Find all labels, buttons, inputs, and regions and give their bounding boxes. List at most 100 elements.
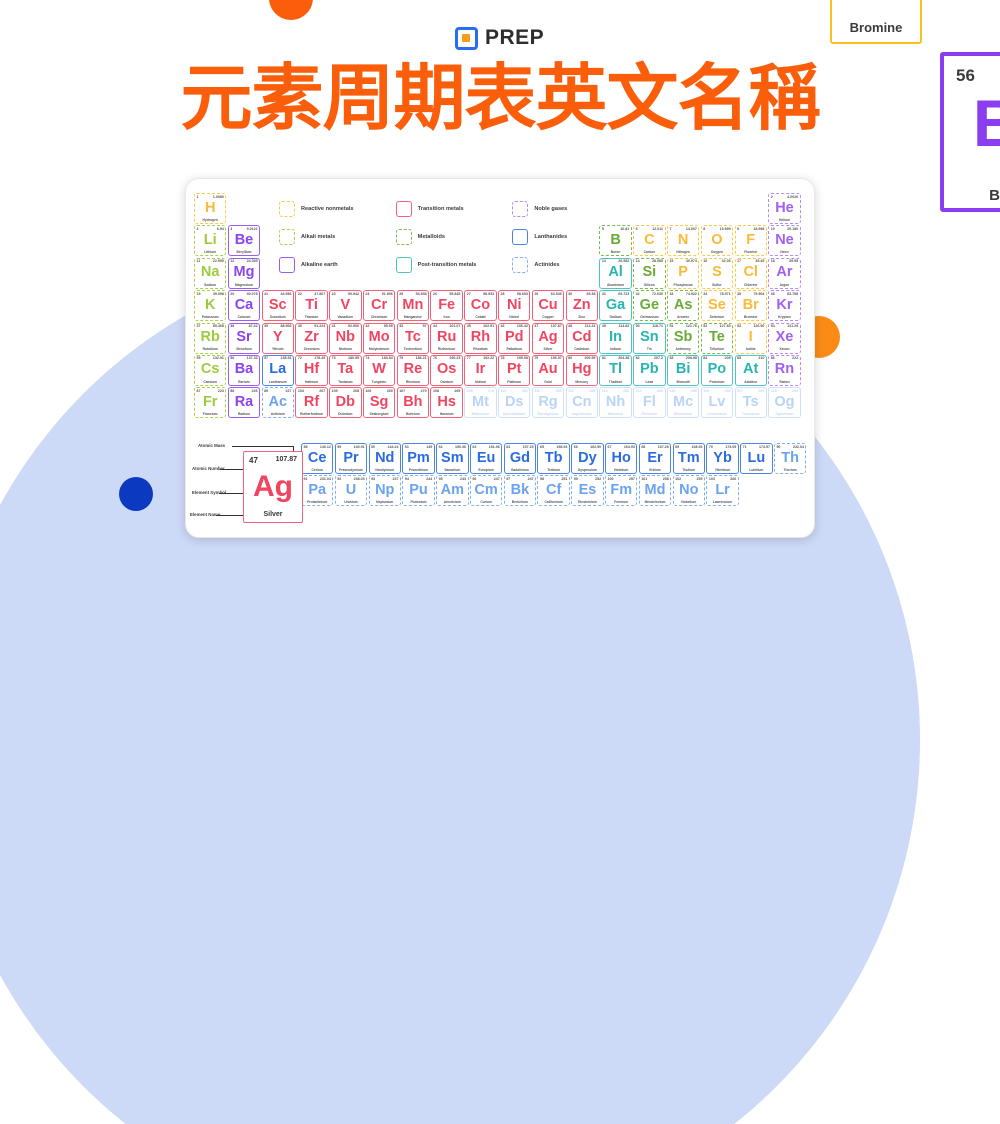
element-cell-ts[interactable]: 117 294 Ts Tennessine [734,387,767,419]
element-cell-fe[interactable]: 26 55.845 Fe Iron [430,290,463,322]
element-cell-v[interactable]: 23 50.942 V Vanadium [329,290,362,322]
element-cell-np[interactable]: 93 237 Np Neptunium [368,475,401,507]
element-cell-cf[interactable]: 98 251 Cf Californium [537,475,570,507]
element-cell-no[interactable]: 102 259 No Nobelium [672,475,705,507]
element-cell-mn[interactable]: 25 54.938 Mn Manganese [396,290,430,322]
element-cell-y[interactable]: 39 88.906 Y Yttrium [261,322,294,354]
element-cell-nd[interactable]: 60 144.24 Nd Neodymium [368,443,401,474]
element-cell-bh[interactable]: 107 270 Bh Bohrium [396,387,430,419]
element-cell-si[interactable]: 14 28.085 Si Silicon [633,257,666,289]
element-cell-md[interactable]: 101 258 Md Mendelevium [638,475,672,507]
element-cell-ir[interactable]: 77 192.22 Ir Iridium [464,354,497,386]
element-cell-au[interactable]: 79 196.97 Au Gold [531,354,565,386]
element-cell-se[interactable]: 34 78.971 Se Selenium [700,290,734,322]
element-cell-rb[interactable]: 37 85.468 Rb Rubidium [194,322,227,354]
element-cell-cr[interactable]: 24 51.996 Cr Chromium [362,290,396,322]
element-cell-re[interactable]: 75 186.21 Re Rhenium [396,354,430,386]
element-cell-pr[interactable]: 59 140.91 Pr Praseodymium [334,443,368,474]
element-cell-bk[interactable]: 97 247 Bk Berkelium [503,475,537,507]
element-cell-s[interactable]: 16 32.06 S Sulfur [700,257,734,289]
element-cell-ar[interactable]: 18 39.95 Ar Argon [768,257,801,289]
element-cell-ra[interactable]: 88 226 Ra Radium [227,387,261,419]
element-cell-tm[interactable]: 69 168.93 Tm Thulium [672,443,705,474]
element-cell-bi[interactable]: 83 208.98 Bi Bismuth [666,354,700,386]
element-cell-kr[interactable]: 36 83.798 Kr Krypton [768,290,801,322]
element-cell-er[interactable]: 68 167.26 Er Erbium [638,443,672,474]
element-cell-nb[interactable]: 41 92.906 Nb Niobium [329,322,362,354]
element-cell-tc[interactable]: 43 97 Tc Technetium [396,322,430,354]
element-cell-rf[interactable]: 104 267 Rf Rutherfordium [295,387,328,419]
element-cell-i[interactable]: 53 126.90 I Iodine [734,322,767,354]
element-cell-ba[interactable]: 56 137.33 Ba Barium [227,354,261,386]
element-cell-cl[interactable]: 17 35.45 Cl Chlorine [734,257,767,289]
element-cell-ca[interactable]: 20 40.078 Ca Calcium [227,290,261,322]
element-cell-mo[interactable]: 42 95.95 Mo Molybdenum [362,322,396,354]
element-cell-cu[interactable]: 29 63.546 Cu Copper [531,290,565,322]
element-cell-rn[interactable]: 86 222 Rn Radon [768,354,801,386]
element-cell-la[interactable]: 57 138.91 La Lanthanum [261,354,294,386]
element-cell-mt[interactable]: 109 278 Mt Meitnerium [464,387,497,419]
element-cell-f[interactable]: 9 18.998 F Fluorine [734,225,767,257]
element-cell-lv[interactable]: 116 293 Lv Livermorium [700,387,734,419]
element-cell-fr[interactable]: 87 223 Fr Francium [194,387,227,419]
element-cell-xe[interactable]: 54 131.29 Xe Xenon [768,322,801,354]
element-cell-w[interactable]: 74 183.84 W Tungsten [362,354,396,386]
element-cell-na[interactable]: 11 22.990 Na Sodium [194,257,227,289]
element-cell-ac[interactable]: 89 227 Ac Actinium [261,387,294,419]
element-cell-sr[interactable]: 38 87.62 Sr Strontium [227,322,261,354]
element-cell-dy[interactable]: 66 162.50 Dy Dysprosium [571,443,604,474]
element-cell-al[interactable]: 13 26.982 Al Aluminium [599,257,632,289]
element-cell-pd[interactable]: 46 106.42 Pd Palladium [498,322,531,354]
element-cell-ru[interactable]: 44 101.07 Ru Ruthenium [430,322,463,354]
element-cell-zn[interactable]: 30 65.38 Zn Zinc [565,290,598,322]
element-cell-og[interactable]: 118 294 Og Oganesson [768,387,801,419]
element-cell-rh[interactable]: 45 102.91 Rh Rhodium [464,322,497,354]
element-cell-b[interactable]: 5 10.81 B Boron [599,225,632,257]
element-cell-o[interactable]: 8 15.999 O Oxygen [700,225,734,257]
element-cell-pt[interactable]: 78 195.08 Pt Platinum [498,354,531,386]
element-cell-mc[interactable]: 115 290 Mc Moscovium [666,387,700,419]
element-cell-at[interactable]: 85 210 At Astatine [734,354,767,386]
element-cell-hs[interactable]: 108 269 Hs Hassium [430,387,463,419]
element-cell-po[interactable]: 84 209 Po Polonium [700,354,734,386]
element-cell-cm[interactable]: 96 247 Cm Curium [469,475,503,507]
element-cell-sc[interactable]: 21 44.956 Sc Scandium [261,290,294,322]
element-cell-ti[interactable]: 22 47.867 Ti Titanium [295,290,328,322]
element-cell-am[interactable]: 95 243 Am Americium [436,475,469,507]
element-cell-be[interactable]: 4 9.0122 Be Beryllium [227,225,261,257]
element-cell-nh[interactable]: 113 286 Nh Nihonium [599,387,632,419]
element-cell-br[interactable]: 35 79.904 Br Bromine [734,290,767,322]
element-cell-ds[interactable]: 110 281 Ds Darmstadtium [498,387,531,419]
element-cell-p[interactable]: 15 30.974 P Phosphorus [666,257,700,289]
element-cell-ne[interactable]: 10 20.180 Ne Neon [768,225,801,257]
element-cell-tl[interactable]: 81 204.38 Tl Thallium [599,354,632,386]
element-cell-ge[interactable]: 32 72.630 Ge Germanium [633,290,666,322]
element-cell-yb[interactable]: 70 173.05 Yb Ytterbium [706,443,739,474]
element-cell-ce[interactable]: 58 140.12 Ce Cerium [301,443,334,474]
element-cell-ag[interactable]: 47 107.87 Ag Silver [531,322,565,354]
element-cell-ni[interactable]: 28 58.693 Ni Nickel [498,290,531,322]
element-cell-es[interactable]: 99 252 Es Einsteinium [571,475,604,507]
element-cell-co[interactable]: 27 58.933 Co Cobalt [464,290,497,322]
element-cell-zr[interactable]: 40 91.224 Zr Zirconium [295,322,328,354]
element-cell-fm[interactable]: 100 257 Fm Fermium [605,475,638,507]
element-cell-k[interactable]: 19 39.098 K Potassium [194,290,227,322]
element-cell-ho[interactable]: 67 164.93 Ho Holmium [605,443,638,474]
element-cell-cn[interactable]: 112 285 Cn Copernicium [565,387,598,419]
element-cell-u[interactable]: 92 238.03 U Uranium [334,475,368,507]
element-cell-lr[interactable]: 103 266 Lr Lawrencium [706,475,739,507]
element-cell-cd[interactable]: 48 112.41 Cd Cadmium [565,322,598,354]
element-cell-rg[interactable]: 111 282 Rg Roentgenium [531,387,565,419]
element-cell-ga[interactable]: 31 69.723 Ga Gallium [599,290,632,322]
element-cell-sb[interactable]: 51 121.76 Sb Antimony [666,322,700,354]
element-cell-in[interactable]: 49 114.82 In Indium [599,322,632,354]
element-cell-pu[interactable]: 94 244 Pu Plutonium [402,475,435,507]
element-cell-te[interactable]: 52 127.60 Te Tellurium [700,322,734,354]
element-cell-fl[interactable]: 114 289 Fl Flerovium [633,387,666,419]
element-cell-gd[interactable]: 64 157.25 Gd Gadolinium [503,443,537,474]
element-cell-hg[interactable]: 80 200.59 Hg Mercury [565,354,598,386]
element-cell-th[interactable]: 90 232.04 Th Thorium [773,443,807,474]
element-cell-pa[interactable]: 91 231.04 Pa Protactinium [301,475,334,507]
element-cell-pm[interactable]: 61 145 Pm Promethium [402,443,435,474]
element-cell-lu[interactable]: 71 174.97 Lu Lutetium [740,443,773,474]
